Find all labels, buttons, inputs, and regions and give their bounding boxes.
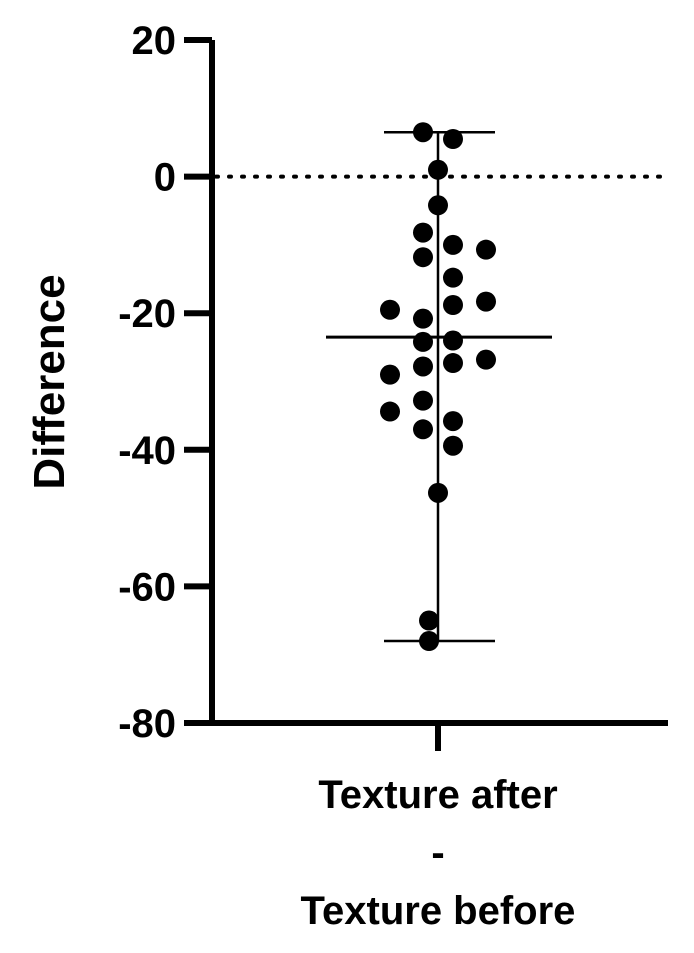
y-axis-title: Difference — [25, 274, 74, 489]
x-category-label-line: Texture before — [301, 889, 576, 933]
y-tick-label: -40 — [118, 429, 176, 473]
x-axis — [209, 720, 668, 751]
data-point — [443, 411, 463, 432]
data-point — [443, 129, 463, 150]
data-point — [413, 331, 433, 352]
data-point — [443, 295, 463, 316]
x-category-label: Texture after - Texture before — [301, 773, 576, 933]
y-axis: 20 0 -20 -40 -60 -80 — [118, 19, 215, 746]
data-point — [413, 390, 433, 411]
median-range-bars — [326, 130, 552, 643]
data-point — [443, 353, 463, 374]
data-point — [428, 195, 448, 216]
data-point — [413, 122, 433, 143]
data-point — [413, 222, 433, 243]
data-point — [413, 247, 433, 268]
y-tick-label: -60 — [118, 565, 176, 609]
data-point — [380, 299, 400, 320]
y-tick-label: 0 — [154, 156, 176, 200]
data-point — [476, 349, 496, 370]
y-tick-label: -20 — [118, 292, 176, 336]
data-point — [443, 234, 463, 255]
data-point — [419, 631, 439, 652]
data-point — [419, 610, 439, 631]
data-point — [443, 435, 463, 456]
data-points — [380, 122, 496, 652]
data-point — [380, 401, 400, 422]
data-point — [443, 330, 463, 351]
data-point — [413, 356, 433, 377]
data-point — [443, 267, 463, 288]
x-category-label-line: - — [431, 831, 444, 875]
data-point — [476, 239, 496, 260]
data-point — [413, 419, 433, 440]
data-point — [380, 364, 400, 385]
data-point — [476, 291, 496, 312]
data-point — [428, 482, 448, 503]
data-point — [413, 308, 433, 329]
data-point — [428, 159, 448, 180]
y-tick-label: -80 — [118, 702, 176, 746]
x-category-label-line: Texture after — [318, 773, 557, 817]
y-tick-label: 20 — [132, 19, 177, 63]
